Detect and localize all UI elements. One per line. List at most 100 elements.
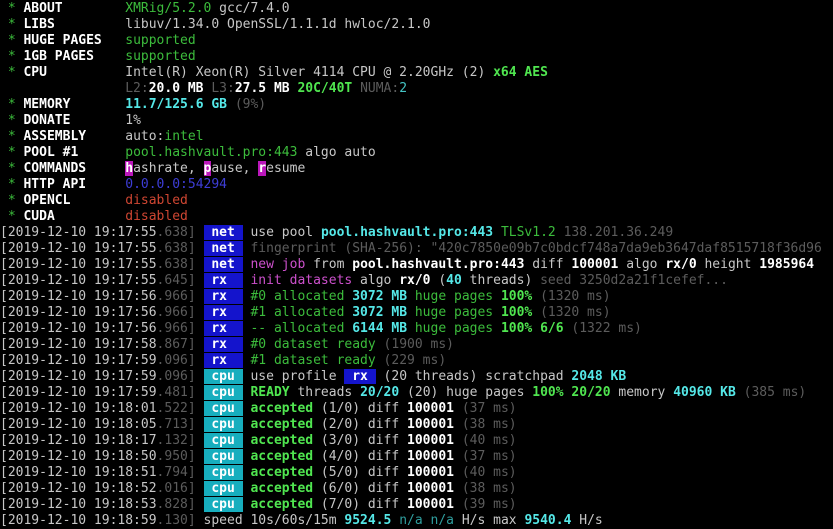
text-segment [196,465,204,480]
field-label: ABOUT [23,1,63,16]
share-diff: 100001 [407,497,454,512]
timestamp-millis: .867] [156,337,196,352]
log-line-use-profile: [2019-12-10 19:17:59.096] cpu use profil… [0,369,833,385]
timestamp: [2019-12-10 19:18:01 [0,401,157,416]
timestamp: [2019-12-10 19:17:56 [0,321,157,336]
text-segment: height [696,257,760,272]
text-segment: (4/0) diff [313,449,408,464]
http-api-address: 0.0.0.0:54294 [125,177,227,192]
share-diff: 100001 [407,465,454,480]
field-label: CUDA [23,209,55,224]
text-segment [70,193,125,208]
hashrate-max: 9540.4 [524,513,572,528]
text-segment: #0 allocated [250,289,353,304]
share-diff: 100001 [407,481,454,496]
cpu-tag: cpu [203,465,243,480]
elapsed-ms: (1320 ms) [532,305,611,320]
scratchpad-size: 2048 KB [571,369,627,384]
accepted-status: accepted [250,497,314,512]
timestamp: [2019-12-10 19:18:05 [0,417,157,432]
latency-ms: (40 ms) [454,465,517,480]
huge-pages-ready: 100% 20/20 [532,385,611,400]
text-segment: 10s/60s/15m [250,513,345,528]
field-label: DONATE [23,113,71,128]
text-segment: huge pages [407,321,501,336]
latency-ms: (38 ms) [454,481,517,496]
text-segment [196,353,204,368]
text-segment: (5/0) diff [313,465,408,480]
text-segment: * [0,33,24,48]
latency-ms: (37 ms) [454,449,517,464]
text-segment: ( [430,273,447,288]
timestamp: [2019-12-10 19:17:59 [0,385,157,400]
text-segment: threads [289,385,361,400]
cpu-tag: cpu [203,385,243,400]
text-segment [78,145,125,160]
rx-tag: rx [203,273,243,288]
text-segment [196,401,204,416]
log-line-fingerprint: [2019-12-10 19:17:55.638] net fingerprin… [0,241,833,257]
text-segment: * [0,209,24,224]
allocated-size: 6144 MB [352,321,408,336]
timestamp-millis: .638] [156,241,196,256]
timestamp: [2019-12-10 19:18:53 [0,497,157,512]
tls-version: TLSv1.2 [500,225,556,240]
cpu-features: x64 AES [493,65,548,80]
commands-row: * COMMANDS hashrate, pause, resume [0,161,833,177]
cpu-tag: cpu [203,417,243,432]
text-segment: (1/0) diff [313,401,408,416]
text-segment: (7/0) diff [313,497,408,512]
cpu-tag: cpu [203,433,243,448]
text-segment [0,81,125,96]
text-segment: * [0,145,24,160]
text-segment: * [0,1,24,16]
command-hotkey: h [125,161,134,176]
log-line-accepted-7: [2019-12-10 19:18:53.828] cpu accepted (… [0,497,833,513]
text-segment [196,289,204,304]
field-label: CPU [23,65,47,80]
command-hotkey: r [258,161,267,176]
accepted-status: accepted [250,465,314,480]
text-segment [196,449,204,464]
huge-pages-percent: 100% 6/6 [500,321,564,336]
profile-badge: rx [344,369,376,384]
assembly-mode: intel [164,129,204,144]
text-segment: * [0,97,24,112]
timestamp-millis: .966] [156,289,196,304]
text-segment [196,417,204,432]
text-segment: H/s [571,513,603,528]
thread-count: 40 [446,273,462,288]
text-segment [196,257,204,272]
field-label: POOL #1 [23,145,79,160]
text-segment: use profile [250,369,345,384]
memory-usage: 11.7/125.6 GB [125,97,227,112]
timestamp-millis: .096] [156,369,196,384]
latency-ms: (40 ms) [454,433,517,448]
elapsed-ms: (1900 ms) [375,337,454,352]
job-algo: rx/0 [665,257,697,272]
text-segment [196,321,204,336]
timestamp: [2019-12-10 19:17:55 [0,225,157,240]
field-label: OPENCL [23,193,71,208]
timestamp: [2019-12-10 19:17:55 [0,257,157,272]
timestamp-millis: .950] [156,449,196,464]
libs-row: * LIBS libuv/1.34.0 OpenSSL/1.1.1d hwloc… [0,17,833,33]
field-label: HTTP API [23,177,87,192]
hashrate-60s-15m: n/a n/a [399,513,454,528]
text-segment [196,433,204,448]
text-segment [55,17,125,32]
pool-address: pool.hashvault.pro:443 [352,257,525,272]
cpu-model: Intel(R) Xeon(R) Silver 4114 CPU @ 2.20G… [125,65,494,80]
net-tag: net [203,225,243,240]
timestamp: [2019-12-10 19:18:51 [0,465,157,480]
text-segment [86,177,125,192]
l2-cache: 20.0 MB [148,81,204,96]
timestamp: [2019-12-10 19:18:59 [0,513,157,528]
log-line-init-datasets: [2019-12-10 19:17:55.645] rx init datase… [0,273,833,289]
timestamp-millis: .016] [156,481,196,496]
elapsed-ms: (1320 ms) [532,289,611,304]
threads-ready: 20/20 [360,385,400,400]
log-line-alloc-1: [2019-12-10 19:17:56.966] rx #1 allocate… [0,305,833,321]
text-segment [55,209,125,224]
